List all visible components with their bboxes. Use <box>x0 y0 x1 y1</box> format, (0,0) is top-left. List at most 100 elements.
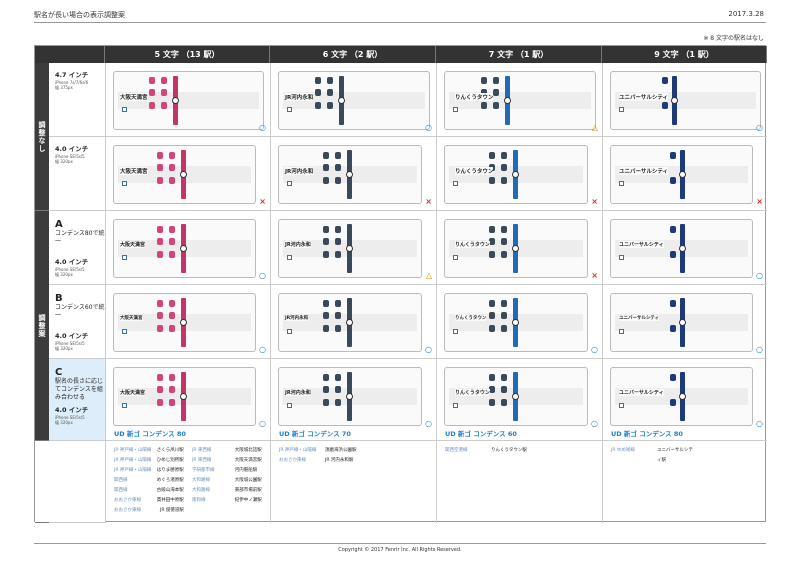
train-marker <box>670 176 676 184</box>
transfer-icon <box>453 329 458 335</box>
current-station-marker <box>180 319 187 327</box>
column-header-3: 7 文字 （1 駅） <box>436 46 602 63</box>
train-marker <box>481 76 487 84</box>
comparison-grid: 5 文字 （13 駅） 6 文字 （2 駅） 7 文字 （1 駅） 9 文字 （1 駅… <box>34 45 767 523</box>
railway-line-name: JR 東西線 <box>192 458 212 463</box>
train-marker <box>169 151 175 159</box>
evaluation-mark: ○ <box>259 271 266 280</box>
railway-line-name: おおさか東線 <box>114 508 141 513</box>
railway-line-name: おおさか東線 <box>114 498 141 503</box>
station-full-name: 貫井田中原駅 <box>156 498 184 503</box>
station-name: JR河内永和 <box>285 92 314 101</box>
train-marker <box>157 324 163 332</box>
train-marker <box>161 101 167 109</box>
row-description: コンデンス80で統一 <box>55 230 105 245</box>
train-marker <box>489 373 495 381</box>
train-marker <box>157 225 163 233</box>
row-screen-size: 4.0 インチ <box>55 332 89 340</box>
row-label-footer <box>49 441 105 523</box>
copyright-text: Copyright © 2017 Fenrir Inc. All Rights … <box>338 547 462 553</box>
station-full-name: 紀伊中ノ瀬駅 <box>234 498 262 503</box>
train-marker <box>149 101 155 109</box>
transfer-icon <box>619 329 624 335</box>
station-list-row: JR 神戸線・山陽線 ひめじ別所駅 JR 東西線 大阪天満宮駅 <box>114 456 270 466</box>
train-marker <box>161 89 167 97</box>
transfer-icon <box>287 255 292 261</box>
train-marker <box>501 324 507 332</box>
font-label: UD 新ゴ コンデンス 70 <box>279 430 351 438</box>
train-marker <box>323 250 329 258</box>
train-marker <box>157 299 163 307</box>
transfer-icon <box>287 403 292 409</box>
train-marker <box>335 324 341 332</box>
station-list-row: おおさか東線 貫井田中原駅 阪和線 紀伊中ノ瀬駅 <box>114 496 270 506</box>
cell-r3-c4: ユニバーサルシティ ○ <box>602 211 767 285</box>
train-marker <box>335 238 341 246</box>
current-station-marker <box>346 393 353 401</box>
cell-r3-c3: りんくうタウン × <box>436 211 602 285</box>
current-station-marker <box>338 97 345 105</box>
evaluation-mark: × <box>259 197 266 206</box>
transfer-icon <box>122 107 127 113</box>
station-list-row: JR ゆめ咲線 ユニバーサルシティ駅 <box>611 446 767 466</box>
train-marker <box>670 299 676 307</box>
evaluation-mark: ○ <box>259 345 266 354</box>
train-marker <box>327 89 333 97</box>
cell-r5-c4: ユニバーサルシティ ○ UD 新ゴ コンデンス 80 <box>602 359 767 441</box>
row-width: 幅 320px <box>55 420 73 425</box>
station-full-name: JR 河内永和駅 <box>325 458 354 463</box>
cell-r4-c4: ユニバーサルシティ ○ <box>602 285 767 359</box>
station-name: 大阪天満宮 <box>120 92 148 101</box>
station-list-1: JR 神戸線・山陽線 さくら夙川駅 JR 東西線 大阪城北詰駅 JR 神戸線・山陽線 ひめ… <box>105 441 270 523</box>
train-marker <box>501 398 507 406</box>
station-name: りんくうタウン <box>455 314 487 321</box>
station-list-3: 関西空港線 りんくうタウン駅 <box>436 441 602 523</box>
train-marker <box>501 312 507 320</box>
row-screen-size: 4.7 インチ <box>55 71 89 79</box>
station-list-row: 関西空港線 りんくうタウン駅 <box>445 446 602 456</box>
current-station-marker <box>671 97 678 105</box>
train-marker <box>323 324 329 332</box>
evaluation-mark: ○ <box>756 345 763 354</box>
train-marker <box>157 238 163 246</box>
station-full-name: ひめじ別所駅 <box>156 458 184 463</box>
railway-line-name: 学研都市線 <box>192 468 215 473</box>
transfer-icon <box>453 403 458 409</box>
train-marker <box>493 101 499 109</box>
train-marker <box>323 373 329 381</box>
current-station-marker <box>172 97 179 105</box>
row-description: コンデンス60で統一 <box>55 304 105 319</box>
document-title: 駅名が長い場合の表示調整案 <box>34 11 125 19</box>
train-marker <box>670 398 676 406</box>
current-station-marker <box>512 319 519 327</box>
phone-mockup: りんくうタウン <box>444 367 588 426</box>
transfer-icon <box>619 403 624 409</box>
station-list-row: おおさか東線 JR 俊徳道駅 <box>114 506 270 516</box>
row-label-2: 4.0 インチ iPhone SE/5s/5 幅 320px <box>49 137 105 211</box>
station-name: 大阪天満宮 <box>120 314 143 321</box>
train-marker <box>335 373 341 381</box>
train-marker <box>501 250 507 258</box>
phone-mockup: 大阪天満宮 <box>113 145 256 204</box>
header-corner <box>35 46 105 63</box>
row-spacer <box>55 320 105 332</box>
cell-r1-c1: 大阪天満宮 ○ <box>105 63 270 137</box>
station-name: ユニバーサルシティ <box>619 314 660 321</box>
train-marker <box>670 324 676 332</box>
evaluation-mark: × <box>591 197 598 206</box>
row-letter: B <box>55 293 63 304</box>
current-station-marker <box>679 393 686 401</box>
row-letter: C <box>55 367 63 378</box>
train-marker <box>493 89 499 97</box>
row-device: iPhone SE/5s/5 <box>55 341 85 346</box>
station-full-name: 古殿山海本駅 <box>156 488 184 493</box>
train-marker <box>501 386 507 394</box>
station-full-name: 大阪城北詰駅 <box>234 448 262 453</box>
station-list-row: 関西線 古殿山海本駅 大和路線 東部市場前駅 <box>114 486 270 496</box>
train-marker <box>489 324 495 332</box>
train-marker <box>323 238 329 246</box>
row-width: 幅 320px <box>55 346 73 351</box>
transfer-icon <box>453 255 458 261</box>
railway-line-name: 大和路線 <box>192 488 210 493</box>
phone-mockup: ユニバーサルシティ <box>610 71 761 130</box>
